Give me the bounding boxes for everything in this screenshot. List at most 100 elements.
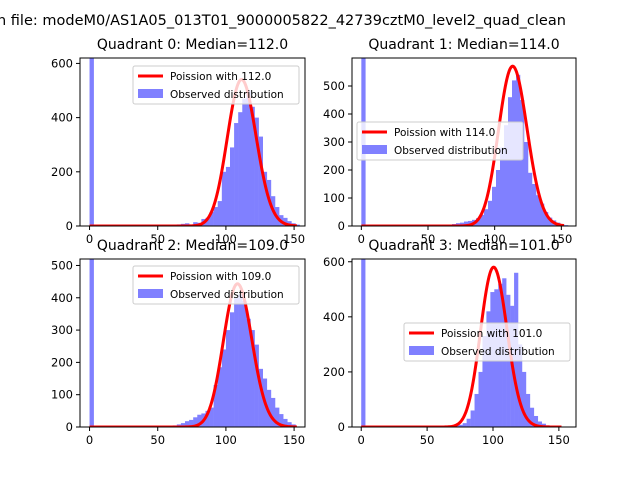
panel-title: Quadrant 3: Median=101.0 (368, 238, 559, 254)
legend: Poission with 109.0 Observed distribution (132, 265, 300, 305)
legend-patch-swatch (362, 145, 387, 154)
histogram-bar (496, 170, 501, 226)
panels: 0 50 100 150 0 200 400 600 Quadrant 0: Median=11… (51, 37, 577, 447)
y-tick-label: 200 (323, 365, 345, 379)
histogram-bar (217, 201, 223, 226)
histogram-bar (525, 393, 531, 427)
y-tick-label: 500 (323, 79, 345, 93)
histogram-bar (246, 90, 251, 226)
y-tick-label: 0 (338, 420, 345, 434)
histogram-bar (209, 211, 214, 226)
histogram-bars (89, 58, 300, 226)
x-tick-label: 150 (283, 232, 305, 246)
legend-label: Poission with 114.0 (394, 127, 495, 139)
axes-frame (79, 258, 306, 428)
histogram-bar (548, 217, 553, 226)
histogram-bar (518, 344, 523, 427)
legend-patch-swatch (138, 289, 163, 298)
x-tick-label: 100 (482, 433, 504, 447)
poisson-curve (89, 282, 297, 427)
histogram-bar (89, 58, 94, 226)
y-tick-label: 400 (323, 310, 345, 324)
y-tick-label: 300 (323, 135, 345, 149)
histogram-bar (258, 136, 263, 226)
y-tick-label: 100 (323, 191, 345, 205)
legend: Poission with 112.0 Observed distribution (132, 65, 300, 105)
histogram-bar (193, 417, 198, 427)
legend-label: Poission with 101.0 (441, 328, 542, 340)
legend-label: Poission with 109.0 (170, 271, 271, 283)
histogram-bar (266, 389, 272, 427)
x-tick-label: 100 (484, 232, 506, 246)
histogram-bar (250, 330, 255, 427)
y-tick-label: 200 (51, 165, 73, 179)
histogram-bar (279, 414, 284, 427)
histogram-bar (230, 312, 235, 427)
x-tick-label: 0 (86, 232, 93, 246)
histogram-bar (275, 407, 280, 427)
histogram-bar (460, 222, 465, 226)
y-tick-label: 200 (51, 355, 73, 369)
legend-patch-swatch (138, 89, 163, 98)
legend-box (132, 65, 300, 105)
axes-frame (351, 258, 577, 428)
legend-label: Observed distribution (170, 289, 284, 301)
histogram-bar (205, 217, 210, 226)
histogram-bar (480, 214, 485, 226)
histogram-bar (295, 224, 300, 226)
axes-frame (79, 57, 306, 227)
histogram-bar (462, 423, 467, 427)
y-tick-label: 0 (66, 219, 73, 233)
histogram-bar (242, 301, 247, 427)
y-tick-label: 0 (338, 219, 345, 233)
histogram-bar (486, 311, 491, 427)
panel-title: Quadrant 0: Median=112.0 (97, 37, 288, 53)
legend-box (403, 322, 571, 362)
panel-2: 0 50 100 150 0 100 200 300 400 500 Quadrant 2: Med… (51, 238, 306, 447)
y-tick-label: 400 (323, 107, 345, 121)
histogram-bar (521, 371, 527, 427)
histogram-bar (180, 423, 186, 427)
histogram-bar (458, 424, 463, 427)
histogram-bar (287, 422, 292, 427)
histogram-bar (361, 259, 366, 427)
histogram-bar (537, 421, 543, 427)
histogram-bar (230, 147, 235, 226)
histogram-bar (283, 217, 288, 226)
histogram-bar (466, 418, 471, 427)
histogram-bar (221, 349, 227, 427)
histogram-bar (464, 221, 469, 226)
histogram-bar (524, 142, 529, 226)
legend-box (132, 265, 300, 305)
x-tick-label: 0 (358, 433, 365, 447)
poisson-curve (361, 265, 562, 427)
histogram-bar (532, 184, 537, 226)
histogram-bar (238, 294, 243, 427)
histogram-bar (283, 418, 288, 427)
histogram-bar (225, 166, 231, 226)
histogram-bar (492, 186, 497, 226)
histogram-bar (250, 106, 255, 226)
histogram-bar (189, 419, 194, 427)
histogram-bar (500, 147, 505, 226)
y-tick-label: 500 (51, 258, 73, 272)
histogram-bar (478, 371, 483, 427)
histogram-bar (197, 414, 202, 427)
figure-title: n file: modeM0/AS1A05_013T01_9000005822_… (0, 13, 566, 29)
histogram-bar (504, 125, 509, 226)
x-tick-label: 150 (283, 433, 305, 447)
y-tick-label: 300 (51, 323, 73, 337)
panel-title: Quadrant 1: Median=114.0 (368, 37, 559, 53)
x-tick-label: 150 (550, 232, 572, 246)
x-tick-label: 100 (215, 433, 237, 447)
histogram-bar (254, 344, 259, 427)
histogram-bar (246, 318, 251, 427)
legend-label: Observed distribution (170, 89, 284, 101)
panel-1: 0 50 100 150 0 100 200 300 400 500 Quadrant 1: Med… (323, 37, 577, 246)
panel-3: 0 50 100 150 0 200 400 600 Quadrant 3: Median=10… (323, 238, 577, 447)
x-tick-label: 50 (150, 232, 165, 246)
histogram-bar (270, 397, 276, 427)
histogram-bar (254, 117, 259, 226)
histogram-bar (238, 112, 243, 226)
x-tick-label: 100 (215, 232, 237, 246)
